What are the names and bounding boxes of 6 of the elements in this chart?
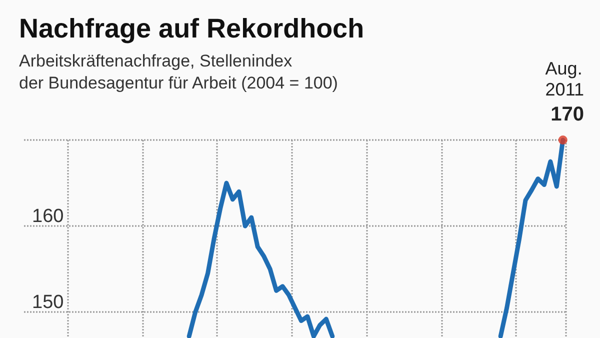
y-tick-label: 160 <box>32 206 64 228</box>
text: Aug. 2011 <box>545 58 584 100</box>
chart-subtitle: Arbeitskräftenachfrage, Stellenindex der Bundesagentur für Arbeit (2004 = 100) <box>19 52 338 92</box>
text: 170 <box>550 104 584 126</box>
y-tick-label: 150 <box>32 292 64 314</box>
chart-title: Nachfrage auf Rekordhoch <box>19 14 364 44</box>
